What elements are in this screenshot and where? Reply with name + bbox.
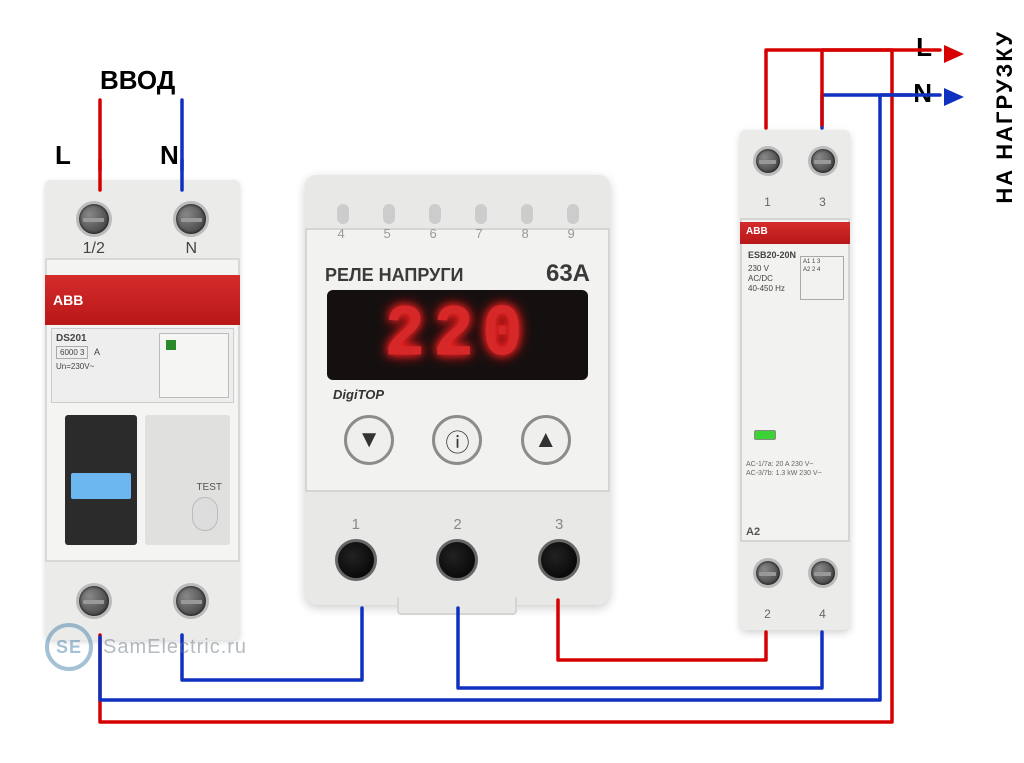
- watermark-badge: SE: [45, 623, 93, 671]
- screw-icon: [173, 583, 209, 619]
- breaker-brand-stripe: ABB: [45, 275, 240, 325]
- relay-down-button[interactable]: ▼: [344, 415, 394, 465]
- screw-icon: [808, 558, 838, 588]
- rail-num: 6: [430, 226, 437, 241]
- relay-led-display: 220: [327, 290, 588, 380]
- contactor-status-led: [754, 430, 776, 440]
- contactor-brand-stripe: ABB: [740, 222, 850, 244]
- breaker-term-tr: N: [161, 240, 221, 258]
- relay-title: РЕЛЕ НАПРУГИ: [325, 265, 463, 286]
- con-num: 4: [819, 607, 826, 621]
- breaker-toggle[interactable]: [71, 473, 131, 499]
- contactor-device: 13 A1 ABB ESB20-20N 230 V AC/DC 40-450 H…: [740, 130, 850, 630]
- con-A2: A2: [746, 526, 760, 538]
- screw-icon: [753, 558, 783, 588]
- relay-up-button[interactable]: ▲: [521, 415, 571, 465]
- rail-num: 8: [522, 226, 529, 241]
- breaker-switch-body: [65, 415, 137, 545]
- relay-term-num: 2: [453, 516, 461, 533]
- breaker-term-tl: 1/2: [64, 240, 124, 258]
- relay-term-num: 3: [555, 516, 563, 533]
- relay-bottom-terminals: 1 2 3: [305, 490, 610, 605]
- breaker-amp: A: [94, 347, 100, 357]
- rail-num: 7: [476, 226, 483, 241]
- output-L-arrow: [944, 45, 964, 63]
- wire-relay-to-con-L: [558, 600, 766, 660]
- watermark-text: SamElectric.ru: [103, 636, 247, 659]
- con-num: 3: [819, 195, 826, 209]
- breaker-brand: ABB: [53, 292, 83, 308]
- input-L-label: L: [55, 140, 71, 171]
- relay-display-value: 220: [384, 293, 530, 376]
- relay-rail-tab: [397, 597, 517, 615]
- relay-rating: 63A: [546, 260, 590, 288]
- relay-top-rail: 4 5 6 7 8 9: [305, 175, 610, 230]
- screw-icon: [76, 583, 112, 619]
- input-title: ВВОД: [100, 65, 175, 96]
- screw-icon: [753, 146, 783, 176]
- breaker-test-button[interactable]: [192, 497, 218, 531]
- contactor-spec-line1: AC-1/7a: 20 A 230 V~: [746, 460, 844, 469]
- breaker-device: 1/2 N ABB DS201 6000 3 A Un=230V~ TEST 2…: [45, 180, 240, 640]
- relay-info-button[interactable]: ⓘ: [432, 415, 482, 465]
- relay-term-num: 1: [352, 516, 360, 533]
- watermark: SE SamElectric.ru: [45, 623, 247, 671]
- screw-icon: [173, 201, 209, 237]
- screw-icon: [436, 539, 478, 581]
- rail-num: 4: [338, 226, 345, 241]
- rail-num: 5: [384, 226, 391, 241]
- screw-icon: [538, 539, 580, 581]
- output-N-label: N: [913, 78, 932, 109]
- rail-num: 9: [568, 226, 575, 241]
- input-N-label: N: [160, 140, 179, 171]
- contactor-top-terminals: 13 A1: [740, 130, 850, 220]
- breaker-info-plate: DS201 6000 3 A Un=230V~: [51, 328, 234, 403]
- screw-icon: [335, 539, 377, 581]
- breaker-test-label: TEST: [196, 482, 222, 493]
- con-num: 1: [764, 195, 771, 209]
- screw-icon: [76, 201, 112, 237]
- contactor-spec-line2: AC-3/7b: 1.3 kW 230 V~: [746, 469, 844, 478]
- con-num: 2: [764, 607, 771, 621]
- breaker-side-panel: TEST: [145, 415, 230, 545]
- breaker-rating-line: 6000 3: [56, 346, 88, 359]
- output-title: НА НАГРУЗКУ: [992, 30, 1018, 204]
- relay-device: 4 5 6 7 8 9 РЕЛЕ НАПРУГИ 63A 220 DigiTOP…: [305, 175, 610, 605]
- contactor-spec-block: AC-1/7a: 20 A 230 V~ AC-3/7b: 1.3 kW 230…: [746, 460, 844, 478]
- output-L-label: L: [916, 32, 932, 63]
- contactor-bot-terminals: 24: [740, 540, 850, 630]
- output-N-arrow: [944, 88, 964, 106]
- relay-brand: DigiTOP: [333, 387, 384, 402]
- contactor-info-plate: ESB20-20N 230 V AC/DC 40-450 Hz A1 1 3A2…: [744, 246, 846, 336]
- screw-icon: [808, 146, 838, 176]
